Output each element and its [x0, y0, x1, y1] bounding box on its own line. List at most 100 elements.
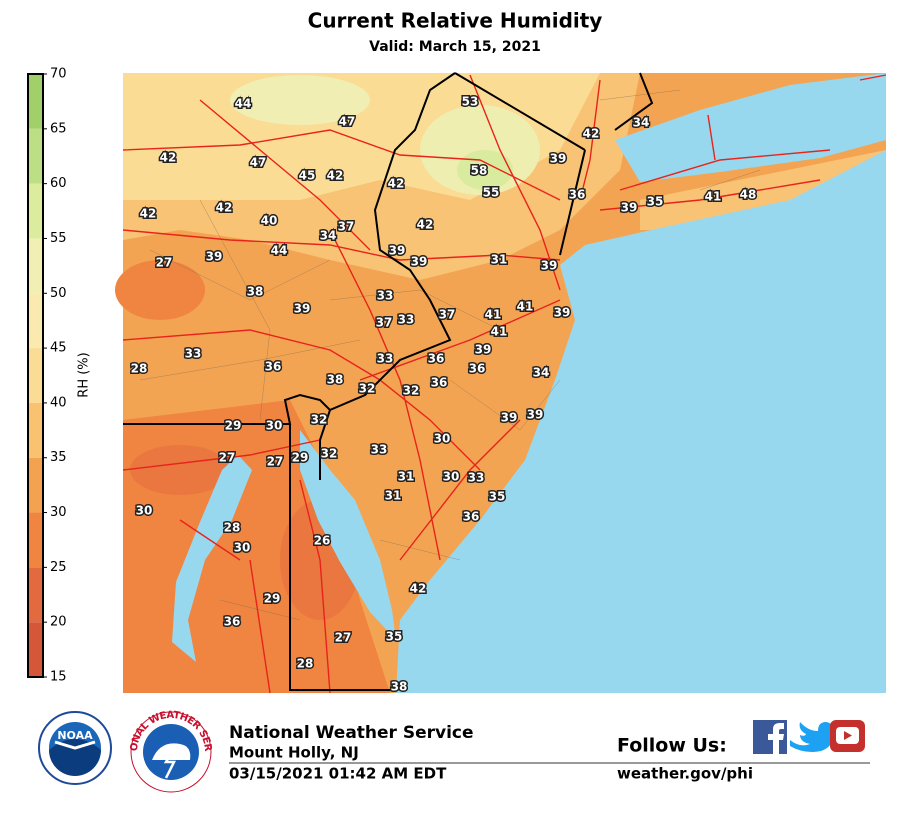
- station-value: 29: [264, 592, 281, 606]
- logo-bolt: [163, 744, 178, 779]
- station-value: 30: [266, 419, 283, 433]
- colorbar-band: [28, 238, 43, 294]
- station-value: 36: [224, 615, 241, 629]
- dry-zone: [130, 445, 230, 495]
- station-value: 39: [294, 302, 311, 316]
- colorbar-tick-label: 25: [50, 560, 67, 575]
- station-value: 39: [206, 250, 223, 264]
- station-value: 33: [185, 347, 202, 361]
- station-value: 40: [261, 214, 278, 228]
- station-value: 42: [327, 169, 344, 183]
- colorbar-tick-label: 45: [50, 341, 67, 356]
- twitter-icon[interactable]: [790, 722, 838, 752]
- colorbar-tick-label: 55: [50, 231, 67, 246]
- station-value: 44: [271, 244, 288, 258]
- station-value: 30: [443, 470, 460, 484]
- station-value: 42: [160, 151, 177, 165]
- colorbar-band: [28, 183, 43, 239]
- station-value: 27: [219, 451, 236, 465]
- dry-zone: [115, 260, 205, 320]
- colorbar-band: [28, 348, 43, 403]
- colorbar-tick-label: 50: [50, 286, 67, 301]
- org-name: National Weather Service: [229, 723, 474, 743]
- colorbar-band: [28, 402, 43, 458]
- water: [172, 455, 252, 662]
- colorbar-band: [28, 567, 43, 623]
- station-value: 33: [371, 443, 388, 457]
- station-value: 45: [299, 169, 316, 183]
- water: [300, 430, 396, 640]
- station-value: 32: [359, 382, 376, 396]
- station-value: 41: [491, 325, 508, 339]
- humid-zone: [230, 75, 370, 125]
- noaa-text: NOAA: [57, 729, 93, 742]
- station-value: 31: [491, 253, 508, 267]
- colorbar-tick-label: 40: [50, 395, 67, 410]
- title: Current Relative Humidity: [308, 9, 603, 33]
- station-value: 30: [136, 504, 153, 518]
- station-value: 53: [462, 95, 479, 109]
- colorbar-frame: [27, 73, 44, 678]
- station-value: 30: [434, 432, 451, 446]
- station-value: 58: [471, 164, 488, 178]
- station-value: 33: [468, 471, 485, 485]
- county-line: [139, 89, 761, 621]
- logo-wave: [49, 739, 101, 776]
- station-value: 39: [389, 244, 406, 258]
- station-value: 26: [314, 534, 331, 548]
- logo-gull: [54, 740, 96, 750]
- station-value: 30: [234, 541, 251, 555]
- station-value: 39: [550, 152, 567, 166]
- colorbar-tick-label: 65: [50, 121, 67, 136]
- station-value: 42: [216, 201, 233, 215]
- facebook-f[interactable]: [768, 723, 784, 754]
- station-value: 39: [527, 408, 544, 422]
- station-value: 34: [533, 366, 550, 380]
- colorbar-band: [28, 293, 43, 349]
- station-value: 38: [247, 285, 264, 299]
- station-value: 33: [377, 289, 394, 303]
- station-value: 37: [338, 220, 355, 234]
- colorbar-band: [28, 74, 43, 129]
- station-value: 36: [569, 188, 586, 202]
- colorbar-band: [28, 457, 43, 513]
- station-value: 36: [469, 362, 486, 376]
- station-value: 38: [391, 680, 408, 694]
- station-value: 42: [417, 218, 434, 232]
- youtube-play[interactable]: [844, 731, 852, 740]
- station-value: 28: [297, 657, 314, 671]
- station-value: 48: [740, 188, 757, 202]
- colorbar-tick-label: 30: [50, 505, 67, 520]
- station-value: 27: [267, 455, 284, 469]
- colorbar-band: [28, 512, 43, 568]
- station-value: 31: [398, 470, 415, 484]
- colorbar-band: [28, 128, 43, 184]
- office: Mount Holly, NJ: [229, 744, 359, 762]
- water: [615, 73, 886, 182]
- water: [396, 150, 886, 693]
- station-value: 36: [463, 510, 480, 524]
- station-value: 39: [621, 201, 638, 215]
- station-value: 39: [411, 255, 428, 269]
- facebook-icon[interactable]: [753, 720, 787, 754]
- url[interactable]: weather.gov/phi: [617, 765, 753, 783]
- subtitle: Valid: March 15, 2021: [369, 39, 541, 55]
- station-value: 34: [633, 116, 650, 130]
- noaa-logo: NOAA: [38, 711, 112, 785]
- station-value: 38: [327, 373, 344, 387]
- station-value: 44: [235, 97, 252, 111]
- station-value: 36: [265, 360, 282, 374]
- follow-label: Follow Us:: [617, 735, 727, 757]
- station-value: 29: [225, 419, 242, 433]
- station-value: 35: [647, 195, 664, 209]
- youtube-icon[interactable]: [830, 720, 865, 752]
- station-value: 41: [705, 190, 722, 204]
- station-value: 41: [485, 308, 502, 322]
- station-value: 32: [403, 384, 420, 398]
- colorbar-band: [28, 622, 43, 677]
- colorbar-tick-label: 35: [50, 450, 67, 465]
- twitter-bird[interactable]: [790, 722, 838, 752]
